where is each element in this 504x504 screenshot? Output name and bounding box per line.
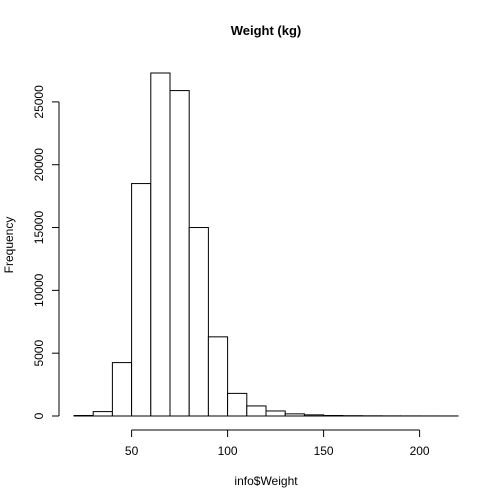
bar-20-30 <box>73 414 94 417</box>
bar-110-120 <box>246 405 267 417</box>
bar-100-110 <box>227 392 248 417</box>
y-axis-label: Frequency <box>2 217 16 274</box>
x-tick-label-150: 150 <box>314 444 334 458</box>
y-axis: 0 5000 10000 15000 20000 25000 <box>32 85 60 419</box>
y-tick-label-20000: 20000 <box>32 148 46 182</box>
bar-50-60 <box>131 183 152 417</box>
bar-120-130 <box>265 410 286 417</box>
bar-140-150 <box>303 414 325 417</box>
y-tick-label-15000: 15000 <box>32 211 46 245</box>
bar-90-100 <box>207 336 229 417</box>
bar-60-70 <box>150 72 171 417</box>
y-tick-label-25000: 25000 <box>32 85 46 119</box>
y-tick-label-10000: 10000 <box>32 273 46 307</box>
y-tick-label-5000: 5000 <box>32 340 46 367</box>
x-tick-label-100: 100 <box>218 444 238 458</box>
bar-150-160 <box>323 414 344 417</box>
bar-130-140 <box>284 413 305 417</box>
x-tick-label-200: 200 <box>410 444 430 458</box>
x-tick-label-50: 50 <box>125 444 139 458</box>
y-tick-label-0: 0 <box>32 412 46 419</box>
bar-80-90 <box>188 227 209 417</box>
x-axis-label: info$Weight <box>234 474 298 488</box>
bar-30-40 <box>92 411 113 417</box>
chart-title: Weight (kg) <box>231 23 302 38</box>
bar-70-80 <box>169 90 190 417</box>
x-axis: 50 100 150 200 <box>125 429 430 458</box>
bars-group <box>73 72 459 417</box>
bar-40-50 <box>111 362 133 417</box>
